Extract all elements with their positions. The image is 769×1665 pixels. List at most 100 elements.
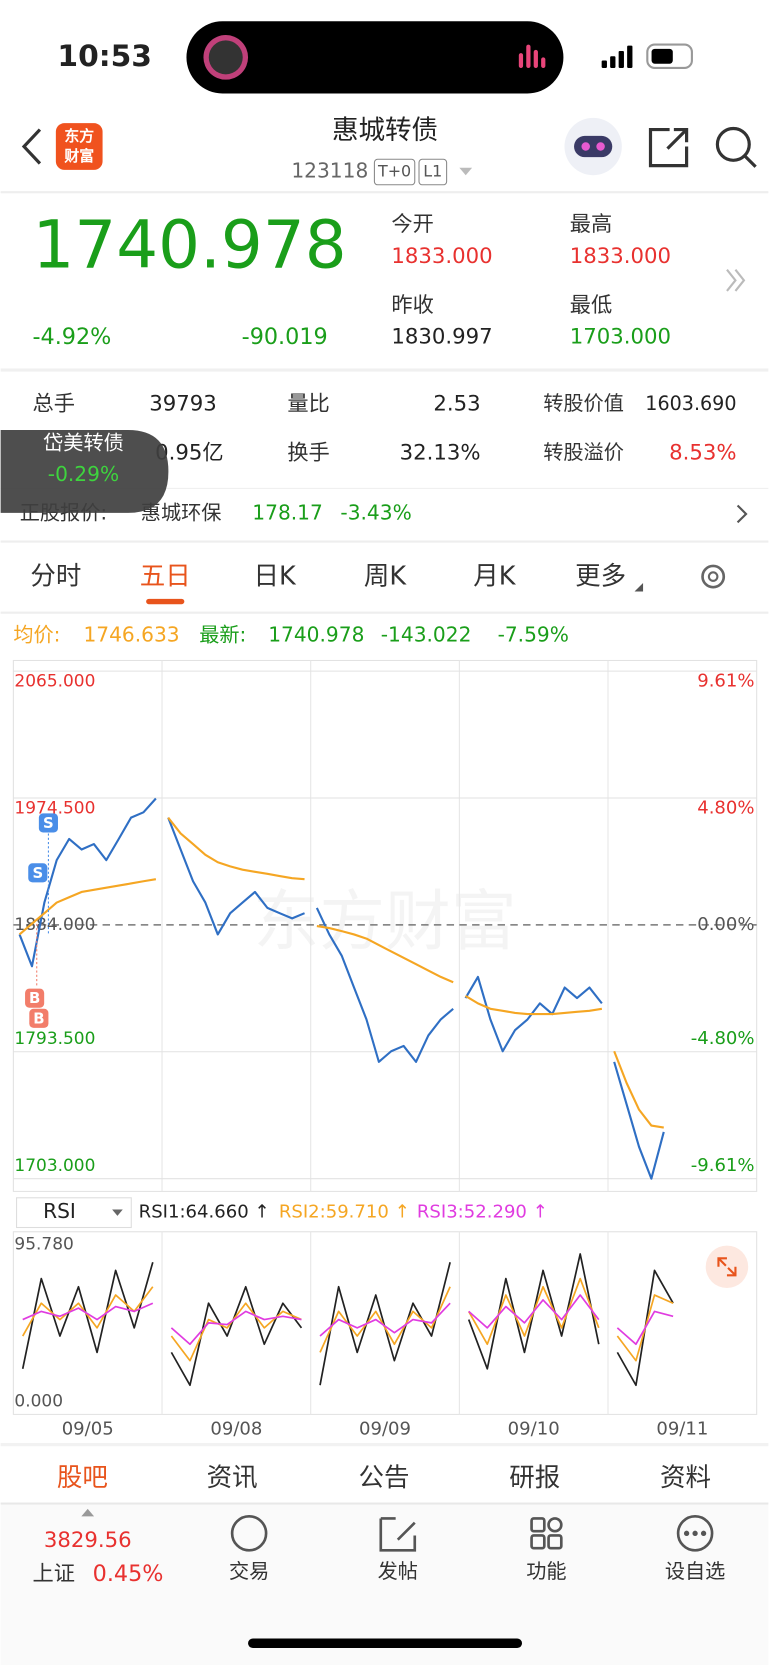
series-line — [167, 816, 305, 881]
price: 1740.978 — [32, 207, 346, 284]
tag: L1 — [423, 162, 442, 181]
nav-item[interactable]: 设自选 — [665, 1559, 725, 1583]
index-change: 0.45% — [93, 1561, 164, 1587]
logo-text: 东方 — [64, 127, 94, 145]
y2-tick-label: 9.61% — [697, 671, 754, 692]
stat-value: 1833.000 — [570, 244, 671, 269]
y-tick-label: 1974.500 — [14, 799, 95, 819]
home-indicator — [248, 1638, 523, 1649]
avg-label: 均价: — [13, 623, 60, 647]
tab[interactable]: 五日 — [140, 562, 191, 592]
logo — [55, 123, 103, 170]
series-line — [170, 1285, 303, 1387]
nav-icons — [230, 1515, 714, 1552]
nav-item[interactable]: 交易 — [229, 1559, 269, 1583]
tag-box — [418, 158, 448, 186]
indicator-select[interactable] — [16, 1197, 132, 1229]
series-line — [18, 797, 157, 968]
bottom-tab[interactable]: 资料 — [660, 1463, 711, 1493]
legend-entry: RSI2:59.710 ↑ — [279, 1202, 410, 1223]
series-line — [464, 975, 603, 1053]
series-line — [22, 1302, 154, 1321]
tab[interactable]: 分时 — [30, 562, 81, 592]
chart-frame — [12, 659, 758, 1192]
stat-value: 1703.000 — [570, 325, 671, 350]
indicator-arrow — [112, 1209, 123, 1216]
y-tick-label: 95.780 — [14, 1235, 73, 1255]
metric-value: 32.13% — [400, 440, 481, 465]
metric-label: 量比 — [287, 392, 329, 417]
underlying-price: 178.17 — [252, 500, 323, 524]
trade-marker — [25, 988, 45, 1008]
share-icon[interactable] — [648, 127, 689, 168]
back-button[interactable] — [21, 128, 42, 165]
series-line — [170, 1310, 302, 1346]
y2-tick-label: 0.00% — [697, 914, 754, 935]
battery-level — [651, 48, 673, 64]
tab[interactable]: 日K — [254, 562, 297, 592]
settings-icon[interactable] — [701, 564, 726, 589]
avg-value: 1746.633 — [83, 623, 179, 647]
bottom-nav — [0, 1504, 769, 1665]
audio-icon — [518, 44, 546, 68]
separator — [0, 368, 769, 372]
tab[interactable]: 月K — [473, 562, 516, 592]
y-tick-label: 1793.500 — [14, 1029, 95, 1049]
floating-name: 岱美转债 — [43, 430, 124, 454]
avatar-inner — [208, 40, 243, 75]
series-line — [170, 1302, 302, 1362]
series-line — [316, 925, 454, 984]
tab[interactable]: 更多 — [575, 562, 626, 592]
tab[interactable]: 周K — [364, 562, 407, 592]
floating-quote[interactable] — [0, 430, 169, 513]
signal-icon — [601, 45, 633, 68]
trade-marker — [38, 813, 58, 833]
assistant-eye — [596, 142, 605, 151]
trade-marker-label: S — [43, 814, 54, 832]
more-arrow[interactable] — [726, 269, 746, 292]
tabs: 分时 五日 日K 周K 月K 更多 — [30, 562, 644, 605]
underlying-arrow[interactable] — [736, 504, 748, 524]
expand-button[interactable] — [705, 1245, 749, 1289]
stat-label: 今开 — [391, 212, 433, 237]
metric-value: 39793 — [149, 392, 217, 417]
series-line — [315, 907, 454, 1063]
index-value: 3829.56 — [44, 1528, 132, 1553]
nav-item[interactable]: 功能 — [526, 1559, 566, 1583]
last-value: 1740.978 — [268, 623, 364, 647]
chart-frame — [12, 1231, 758, 1415]
bottom-tabs: 股吧 资讯 公告 研报 资料 — [57, 1463, 711, 1493]
y-tick-label: 2065.000 — [14, 672, 95, 692]
x-tick-label: 09/09 — [359, 1418, 411, 1439]
metric-value: 2.53 — [433, 392, 480, 417]
series-line — [319, 1302, 451, 1337]
metric-label: 总手 — [32, 392, 74, 417]
title: 惠城转债 — [332, 115, 438, 146]
dropdown-arrow[interactable] — [459, 167, 473, 176]
tab-more-arrow — [634, 582, 644, 592]
search-icon[interactable] — [715, 126, 751, 162]
series-line — [21, 1286, 154, 1337]
bottom-tab[interactable]: 股吧 — [57, 1463, 108, 1493]
y-tick-label: 0.000 — [14, 1392, 63, 1412]
x-tick-label: 09/05 — [62, 1418, 114, 1439]
series-line — [18, 878, 157, 936]
bottom-tab[interactable]: 资讯 — [207, 1463, 258, 1493]
more-dots — [683, 1530, 707, 1536]
index-arrow — [81, 1508, 95, 1517]
nav-item[interactable]: 发帖 — [378, 1559, 418, 1583]
assistant-face — [574, 135, 613, 158]
trade-marker-label: B — [29, 989, 40, 1007]
trade-marker-label: S — [32, 864, 43, 882]
indicator-name: RSI — [43, 1199, 76, 1223]
stat-label: 最高 — [570, 212, 612, 237]
stat-value: 1833.000 — [391, 244, 492, 269]
tab-underline — [146, 598, 185, 605]
bottom-tab[interactable]: 研报 — [509, 1463, 560, 1493]
floating-change: -0.29% — [48, 462, 119, 486]
metric-value: 1603.690 — [645, 392, 736, 415]
bottom-tab[interactable]: 公告 — [358, 1463, 409, 1493]
nav-items: 交易 发帖 功能 设自选 — [229, 1559, 725, 1583]
